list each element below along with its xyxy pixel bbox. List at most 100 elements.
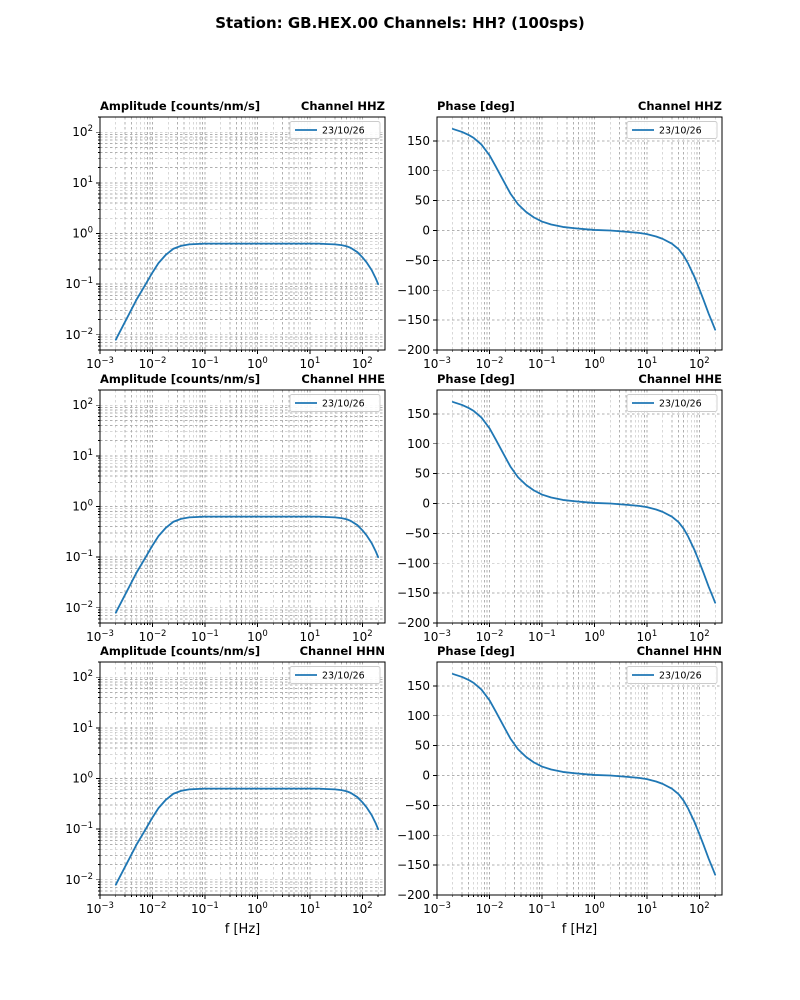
figure-title: Station: GB.HEX.00 Channels: HH? (100sps… bbox=[215, 14, 585, 32]
subplot-phase-hhz: 10−3 10−2 10−1 100 101 102 −200 −150 −100 −50 0 50 1… bbox=[397, 99, 723, 371]
legend: 23/10/26 bbox=[626, 121, 718, 139]
x-tick-label: 101 bbox=[300, 901, 321, 916]
amplitude-title: Amplitude [counts/nm/s] bbox=[100, 372, 260, 386]
y-tick-label: 102 bbox=[72, 124, 93, 139]
x-tick-label: 10−2 bbox=[139, 629, 167, 644]
legend: 23/10/26 bbox=[289, 666, 381, 684]
y-tick-label: −100 bbox=[397, 556, 430, 570]
y-tick-label: 10−1 bbox=[65, 821, 93, 836]
x-tick-label: 10−2 bbox=[476, 629, 504, 644]
axes-frame bbox=[99, 661, 386, 896]
y-tick-label: 10−2 bbox=[65, 872, 93, 887]
y-tick-label: 150 bbox=[407, 679, 430, 693]
x-tick-label: 100 bbox=[584, 901, 605, 916]
channel-title: Channel HHN bbox=[300, 644, 385, 658]
axes-frame bbox=[436, 661, 723, 896]
y-tick-label: 150 bbox=[407, 407, 430, 421]
subplot-phase-hhe: 10−3 10−2 10−1 100 101 102 −200 −150 −100 −50 0 50 1… bbox=[397, 372, 723, 644]
y-tick-label: −50 bbox=[405, 253, 430, 267]
phase-title: Phase [deg] bbox=[437, 372, 515, 386]
y-tick-label: 0 bbox=[422, 224, 430, 238]
grid bbox=[100, 662, 385, 895]
x-tick-label: 10−3 bbox=[423, 901, 451, 916]
y-tick-label: −100 bbox=[397, 283, 430, 297]
legend-label: 23/10/26 bbox=[322, 671, 365, 682]
x-tick-label: 10−1 bbox=[191, 356, 219, 371]
y-tick-label: 10−2 bbox=[65, 600, 93, 615]
phase-title: Phase [deg] bbox=[437, 644, 515, 658]
x-tick-label: 10−3 bbox=[423, 356, 451, 371]
response-curve bbox=[451, 128, 717, 331]
legend-frame bbox=[626, 394, 718, 412]
legend: 23/10/26 bbox=[289, 121, 381, 139]
x-tick-label: 100 bbox=[584, 356, 605, 371]
response-curve bbox=[451, 673, 717, 876]
x-tick-label: 102 bbox=[352, 629, 373, 644]
axes-frame bbox=[436, 116, 723, 351]
y-tick-label: 102 bbox=[72, 669, 93, 684]
response-curve bbox=[114, 242, 380, 341]
x-tick-label: 102 bbox=[689, 629, 710, 644]
y-tick-label: 100 bbox=[407, 437, 430, 451]
y-tick-label: −50 bbox=[405, 798, 430, 812]
y-tick-label: −150 bbox=[397, 313, 430, 327]
y-tick-label: 50 bbox=[415, 194, 430, 208]
y-tick-label: 50 bbox=[415, 739, 430, 753]
x-tick-label: 10−2 bbox=[476, 356, 504, 371]
phase-title: Phase [deg] bbox=[437, 99, 515, 113]
legend-label: 23/10/26 bbox=[322, 126, 365, 137]
x-axis-label: f [Hz] bbox=[225, 922, 260, 937]
y-tick-label: −50 bbox=[405, 526, 430, 540]
legend-label: 23/10/26 bbox=[659, 671, 702, 682]
x-tick-label: 101 bbox=[637, 356, 658, 371]
y-tick-label: 101 bbox=[72, 448, 93, 463]
x-tick-label: 102 bbox=[689, 356, 710, 371]
x-tick-label: 101 bbox=[300, 629, 321, 644]
response-curve bbox=[451, 401, 717, 604]
channel-title: Channel HHN bbox=[637, 644, 722, 658]
x-tick-label: 10−2 bbox=[139, 901, 167, 916]
axes-frame bbox=[436, 389, 723, 624]
x-tick-label: 102 bbox=[352, 356, 373, 371]
grid bbox=[100, 117, 385, 350]
y-tick-label: 0 bbox=[422, 497, 430, 511]
y-tick-label: 10−1 bbox=[65, 549, 93, 564]
legend-frame bbox=[626, 666, 718, 684]
subplot-phase-hhn: 10−3 10−2 10−1 100 101 102 −200 −150 −100 −50 0 50 1… bbox=[397, 644, 723, 937]
subplot-amplitude-hhe: 10−3 10−2 10−1 100 101 102 10−2 10−1 100 101 102 Am… bbox=[65, 372, 386, 644]
x-tick-label: 100 bbox=[584, 629, 605, 644]
x-tick-label: 10−3 bbox=[86, 629, 114, 644]
x-tick-label: 10−3 bbox=[86, 356, 114, 371]
y-tick-label: −200 bbox=[397, 888, 430, 902]
subplot-amplitude-hhn: 10−3 10−2 10−1 100 101 102 10−2 10−1 100 101 102 Am… bbox=[65, 644, 386, 937]
x-tick-label: 10−3 bbox=[423, 629, 451, 644]
y-tick-label: 100 bbox=[407, 164, 430, 178]
legend-frame bbox=[289, 121, 381, 139]
x-tick-label: 100 bbox=[247, 629, 268, 644]
amplitude-title: Amplitude [counts/nm/s] bbox=[100, 644, 260, 658]
y-tick-label: 101 bbox=[72, 720, 93, 735]
legend-label: 23/10/26 bbox=[659, 126, 702, 137]
y-tick-label: 50 bbox=[415, 467, 430, 481]
subplot-amplitude-hhz: 10−3 10−2 10−1 100 101 102 10−2 10−1 100 101 102 Am… bbox=[65, 99, 386, 371]
channel-title: Channel HHE bbox=[638, 372, 722, 386]
amplitude-title: Amplitude [counts/nm/s] bbox=[100, 99, 260, 113]
x-tick-label: 102 bbox=[689, 901, 710, 916]
channel-title: Channel HHE bbox=[301, 372, 385, 386]
axes-frame bbox=[99, 389, 386, 624]
response-curve bbox=[114, 515, 380, 614]
y-tick-label: 10−2 bbox=[65, 327, 93, 342]
axes-frame bbox=[99, 116, 386, 351]
x-tick-label: 100 bbox=[247, 901, 268, 916]
legend-frame bbox=[289, 666, 381, 684]
legend-label: 23/10/26 bbox=[659, 399, 702, 410]
legend: 23/10/26 bbox=[626, 394, 718, 412]
x-tick-label: 102 bbox=[352, 901, 373, 916]
y-tick-label: 101 bbox=[72, 175, 93, 190]
response-curve bbox=[114, 787, 380, 886]
channel-title: Channel HHZ bbox=[638, 99, 722, 113]
grid bbox=[100, 390, 385, 623]
y-tick-label: −150 bbox=[397, 858, 430, 872]
plot-area bbox=[437, 390, 722, 623]
